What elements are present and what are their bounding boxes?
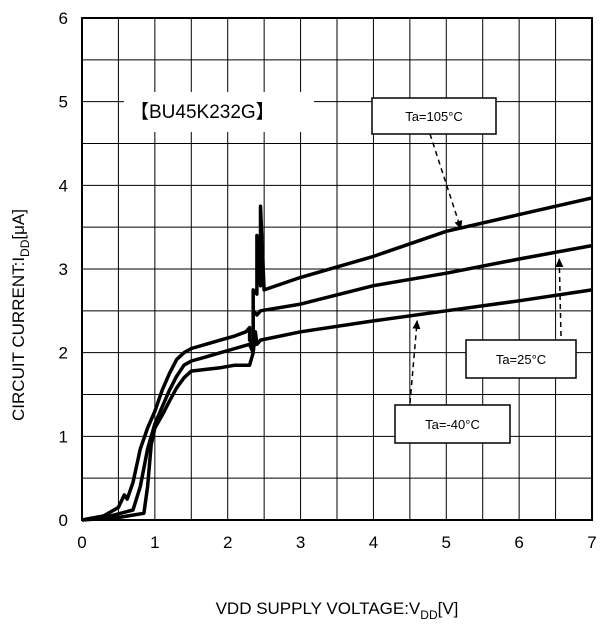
annotation-label: Ta=-40°C: [425, 417, 480, 432]
x-axis-title-sub: DD: [420, 608, 438, 622]
x-axis-title-unit: [V]: [438, 599, 459, 618]
annotation-layer: Ta=105°C Ta=25°C Ta=-40°C: [371, 97, 577, 444]
y-tick-label: 2: [59, 344, 68, 363]
chart-tag: 【BU45K232G】: [130, 101, 275, 123]
plot-frame: [81, 17, 593, 521]
annotation-arrow: [429, 133, 463, 230]
y-tick-label: 6: [59, 9, 68, 28]
annotation-box: [394, 404, 511, 444]
series-layer: [81, 196, 593, 522]
tick-labels: 0 1 2 3 4 5 6 7 0 1 2 3 4 5 6: [59, 9, 597, 552]
x-tick-label: 7: [587, 533, 596, 552]
annotation-box: [371, 97, 497, 135]
x-tick-label: 0: [77, 533, 86, 552]
tag-box: [124, 92, 314, 132]
annotation-box: [465, 339, 577, 379]
x-axis-title-main: VDD SUPPLY VOLTAGE:V: [216, 599, 421, 618]
x-tick-label: 6: [514, 533, 523, 552]
annotation-label: Ta=25°C: [496, 352, 546, 367]
y-tick-label: 1: [59, 427, 68, 446]
x-tick-label: 4: [369, 533, 378, 552]
y-axis-title-unit: [μA]: [9, 209, 28, 240]
x-tick-label: 1: [150, 533, 159, 552]
y-tick-label: 4: [59, 176, 68, 195]
y-tick-label: 3: [59, 260, 68, 279]
x-tick-label: 2: [223, 533, 232, 552]
y-axis-title-main: CIRCUIT CURRENT:I: [9, 257, 28, 421]
annotation-arrow: [555, 257, 564, 337]
series-line: [81, 243, 593, 522]
y-axis-title: CIRCUIT CURRENT:IDD[μA]: [9, 209, 32, 421]
x-axis-title: VDD SUPPLY VOLTAGE:VDD[V]: [216, 599, 459, 622]
x-tick-label: 3: [296, 533, 305, 552]
y-axis-title-sub: DD: [18, 239, 32, 257]
series-line: [81, 288, 593, 522]
y-tick-label: 5: [59, 93, 68, 112]
x-tick-label: 5: [442, 533, 451, 552]
y-tick-label: 0: [59, 511, 68, 530]
series-line: [81, 196, 593, 522]
annotation-label: Ta=105°C: [405, 109, 463, 124]
annotation-arrow: [409, 319, 421, 404]
